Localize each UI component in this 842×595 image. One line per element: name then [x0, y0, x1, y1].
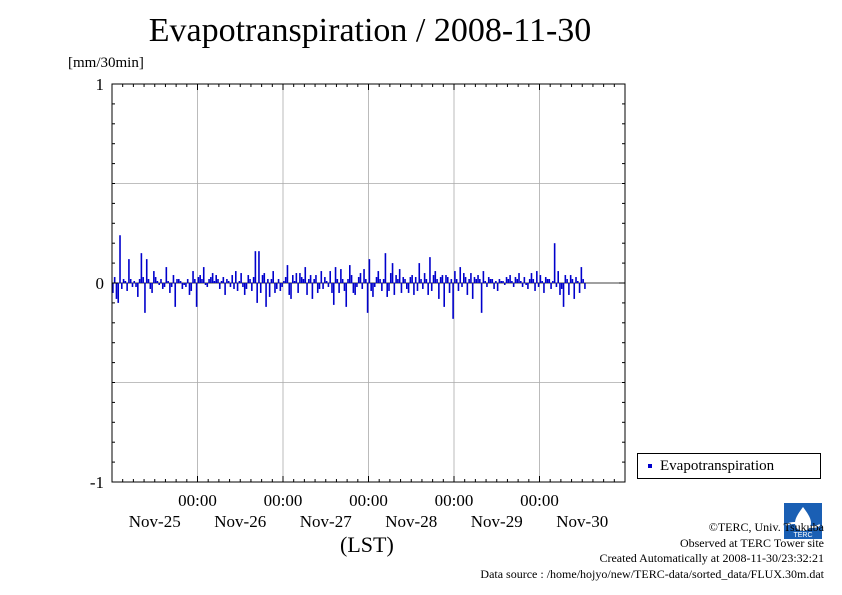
- credits-observed: Observed at TERC Tower site: [679, 535, 824, 550]
- x-tick-day-label: Nov-28: [385, 512, 437, 531]
- credits-created: Created Automatically at 2008-11-30/23:3…: [599, 551, 824, 565]
- x-tick-day-label: Nov-27: [300, 512, 352, 531]
- y-tick-label: 1: [96, 75, 105, 94]
- credits-copyright: ©TERC, Univ. Tsukuba: [708, 520, 824, 534]
- legend: Evapotranspiration: [637, 453, 821, 479]
- terc-logo-icon: TERC: [784, 503, 822, 539]
- legend-swatch: [648, 464, 652, 468]
- y-tick-label: 0: [96, 274, 105, 293]
- grid-lines: [112, 84, 625, 482]
- x-tick-time-label: 00:00: [178, 491, 217, 510]
- chart-title: Evapotranspiration / 2008-11-30: [148, 12, 592, 49]
- x-axis-label: (LST): [340, 532, 394, 557]
- x-tick-day-label: Nov-30: [556, 512, 608, 531]
- credits-block: ©TERC, Univ. Tsukuba Observed at TERC To…: [480, 520, 824, 582]
- y-axis: 1 0 -1: [90, 75, 625, 492]
- x-tick-time-label: 00:00: [349, 491, 388, 510]
- x-axis: 00:00 00:00 00:00 00:00 00:00 Nov-25 Nov-26 Nov…: [111, 84, 626, 531]
- series-bars: [112, 235, 586, 319]
- x-tick-time-label: 00:00: [435, 491, 474, 510]
- x-tick-day-label: Nov-29: [471, 512, 523, 531]
- x-tick-day-label: Nov-26: [214, 512, 266, 531]
- x-tick-time-label: 00:00: [264, 491, 303, 510]
- credits-source: Data source : /home/hojyo/new/TERC-data/…: [480, 566, 824, 581]
- x-tick-time-label: 00:00: [520, 491, 559, 510]
- y-unit-label: [mm/30min]: [68, 55, 144, 71]
- y-tick-label: -1: [90, 473, 104, 492]
- logo-text: TERC: [793, 532, 812, 539]
- x-tick-day-label: Nov-25: [129, 512, 181, 531]
- legend-label: Evapotranspiration: [660, 458, 775, 474]
